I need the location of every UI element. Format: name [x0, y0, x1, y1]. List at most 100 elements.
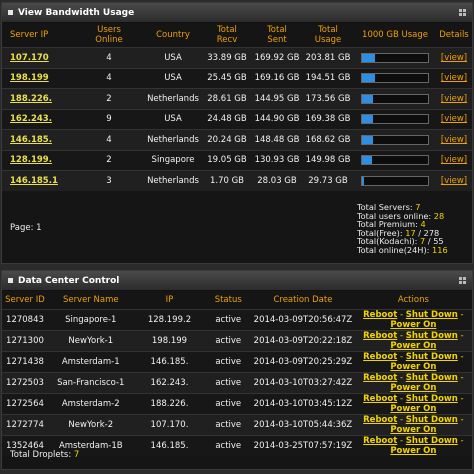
- power-on-button[interactable]: Power On: [390, 341, 437, 351]
- creation-date-cell: 2014-03-10T03:45:12Z: [251, 393, 355, 414]
- shut-down-button[interactable]: Shut Down: [405, 394, 458, 404]
- server-ip-link[interactable]: 188.226.: [10, 93, 52, 104]
- view-details-link[interactable]: [view]: [440, 175, 468, 186]
- view-details-link[interactable]: [view]: [440, 93, 468, 104]
- total-sent-cell: 148.48 GB: [252, 129, 302, 150]
- server-ip-link[interactable]: 162.243.: [10, 114, 52, 125]
- view-details-link[interactable]: [view]: [440, 134, 468, 145]
- power-on-button[interactable]: Power On: [390, 425, 437, 435]
- reboot-button[interactable]: Reboot: [363, 373, 398, 383]
- stat-line: Total users online: 28: [357, 210, 448, 221]
- server-name-cell: Amsterdam-2: [47, 393, 134, 414]
- table-row: 128.199. 2 Singapore 19.05 GB 130.93 GB 149.9…: [2, 149, 472, 170]
- quota-usage-cell: [354, 129, 436, 150]
- country-cell: USA: [144, 67, 202, 88]
- column-header-server-id: Server ID: [5, 295, 45, 305]
- users-online-cell: 2: [74, 88, 144, 109]
- power-on-button[interactable]: Power On: [390, 320, 437, 330]
- power-on-button[interactable]: Power On: [390, 404, 437, 414]
- server-ip-link[interactable]: 198.199: [10, 73, 49, 84]
- ip-cell: 162.243.: [133, 372, 206, 393]
- action-separator: -: [397, 394, 406, 404]
- creation-date-cell: 2014-03-10T05:44:36Z: [251, 414, 355, 435]
- power-on-button[interactable]: Power On: [390, 446, 437, 456]
- total-usage-cell: 203.81 GB: [302, 47, 354, 68]
- power-on-button[interactable]: Power On: [390, 362, 437, 372]
- bandwidth-table: Server IP Users Online Country Total Rec…: [2, 23, 472, 191]
- table-row: 1272564 Amsterdam-2 188.226. active 2014-03-…: [2, 393, 472, 414]
- ip-cell: 128.199.2: [133, 309, 206, 330]
- reboot-button[interactable]: Reboot: [363, 310, 398, 320]
- table-row: 146.185. 4 Netherlands 20.24 GB 148.48 GB 168…: [2, 129, 472, 150]
- bandwidth-panel-title: View Bandwidth Usage: [18, 7, 135, 18]
- shut-down-button[interactable]: Shut Down: [405, 436, 458, 446]
- stat-label: Total(Free):: [357, 227, 406, 238]
- page-indicator: Page: 1: [10, 223, 42, 233]
- reboot-button[interactable]: Reboot: [363, 436, 398, 446]
- stat-label: Total online(24H):: [357, 244, 433, 255]
- stat-label: Total Premium:: [357, 219, 421, 230]
- ip-cell: 198.199: [133, 330, 206, 351]
- status-cell: active: [205, 330, 252, 351]
- total-usage-cell: 194.51 GB: [302, 67, 354, 88]
- stat-value: 17: [405, 227, 416, 238]
- server-ip-link[interactable]: 146.185.1: [10, 175, 58, 186]
- country-cell: Netherlands: [144, 170, 202, 191]
- column-header-status: Status: [214, 295, 242, 305]
- country-cell: Singapore: [144, 149, 202, 170]
- shut-down-button[interactable]: Shut Down: [405, 415, 458, 425]
- shut-down-button[interactable]: Shut Down: [405, 352, 458, 362]
- reboot-button[interactable]: Reboot: [363, 415, 398, 425]
- column-header-quota-usage: 1000 GB Usage: [362, 30, 428, 40]
- server-ip-link[interactable]: 107.170: [10, 52, 49, 63]
- bandwidth-panel: View Bandwidth Usage Server IP Users Onl…: [1, 2, 473, 264]
- ip-cell: 107.170.: [133, 414, 206, 435]
- view-details-link[interactable]: [view]: [440, 73, 468, 84]
- table-row: 1270843 Singapore-1 128.199.2 active 2014-03…: [2, 309, 472, 330]
- usage-progress-fill: [362, 115, 374, 124]
- shut-down-button[interactable]: Shut Down: [405, 331, 458, 341]
- ip-cell: 146.185.: [133, 351, 206, 372]
- shut-down-button[interactable]: Shut Down: [405, 310, 458, 320]
- server-ip-link[interactable]: 146.185.: [10, 134, 52, 145]
- reboot-button[interactable]: Reboot: [363, 394, 398, 404]
- creation-date-cell: 2014-03-09T20:22:18Z: [251, 330, 355, 351]
- server-id-cell: 1352464: [2, 435, 48, 456]
- server-ip-link[interactable]: 128.199.: [10, 155, 52, 166]
- reboot-button[interactable]: Reboot: [363, 331, 398, 341]
- datacenter-panel-header: Data Center Control: [2, 271, 472, 291]
- column-header-total-recv: Total Recv: [216, 25, 238, 45]
- table-row: 1271438 Amsterdam-1 146.185. active 2014-03-…: [2, 351, 472, 372]
- total-sent-cell: 169.92 GB: [252, 47, 302, 68]
- actions-cell: Reboot - Shut Down - Power On: [354, 372, 472, 393]
- view-details-link[interactable]: [view]: [440, 52, 468, 63]
- shut-down-button[interactable]: Shut Down: [405, 373, 458, 383]
- power-on-button[interactable]: Power On: [390, 383, 437, 393]
- status-cell: active: [205, 351, 252, 372]
- creation-date-cell: 2014-03-09T20:56:47Z: [251, 309, 355, 330]
- datacenter-panel: Data Center Control Server ID Server Nam…: [1, 270, 473, 470]
- reboot-button[interactable]: Reboot: [363, 352, 398, 362]
- stat-line: Total(Free): 17 / 278: [357, 227, 448, 238]
- total-usage-cell: 169.38 GB: [302, 108, 354, 129]
- total-sent-cell: 130.93 GB: [252, 149, 302, 170]
- country-cell: USA: [144, 47, 202, 68]
- server-id-cell: 1272564: [2, 393, 48, 414]
- usage-progress-fill: [362, 74, 375, 83]
- server-ip-cell: 146.185.1: [2, 170, 74, 191]
- table-row: 188.226. 2 Netherlands 28.61 GB 144.95 GB 173…: [2, 88, 472, 109]
- action-separator: -: [457, 352, 464, 362]
- stat-value: 28: [433, 210, 445, 221]
- view-details-link[interactable]: [view]: [440, 155, 468, 166]
- quota-usage-cell: [354, 67, 436, 88]
- details-cell: [view]: [436, 170, 472, 191]
- view-details-link[interactable]: [view]: [440, 114, 468, 125]
- server-name-cell: Singapore-1: [47, 309, 134, 330]
- details-cell: [view]: [436, 67, 472, 88]
- users-online-cell: 4: [74, 67, 144, 88]
- total-usage-cell: 173.56 GB: [302, 88, 354, 109]
- quota-usage-cell: [354, 88, 436, 109]
- server-id-cell: 1272774: [2, 414, 48, 435]
- grid-icon[interactable]: [459, 9, 466, 16]
- grid-icon[interactable]: [459, 277, 466, 284]
